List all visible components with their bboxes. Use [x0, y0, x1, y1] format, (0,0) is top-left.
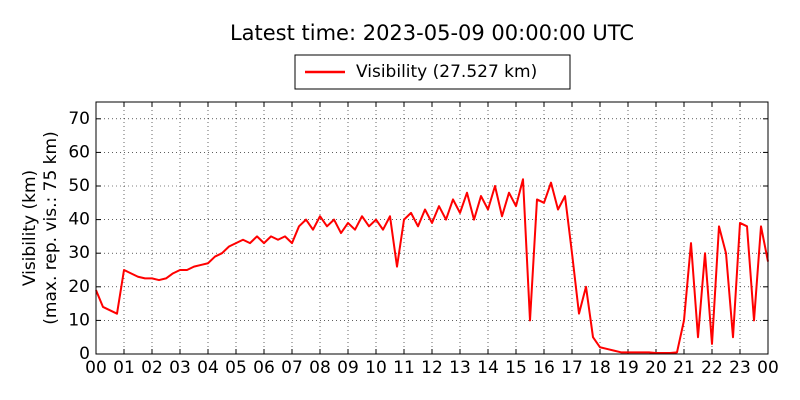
y-axis-label: (max. rep. vis.: 75 km) — [41, 131, 61, 324]
legend-label: Visibility (27.527 km) — [356, 62, 537, 82]
x-tick-label: 03 — [169, 358, 191, 378]
x-tick-label: 05 — [225, 358, 247, 378]
x-tick-label: 11 — [393, 358, 415, 378]
x-tick-label: 16 — [533, 358, 555, 378]
x-tick-label: 15 — [505, 358, 527, 378]
x-tick-label: 01 — [113, 358, 135, 378]
data-line — [95, 178, 769, 354]
x-tick-label: 12 — [421, 358, 443, 378]
y-tick-label: 60 — [68, 142, 90, 162]
y-axis-label: Visibility (km) — [20, 170, 40, 286]
y-tick-label: 20 — [68, 277, 90, 297]
x-tick-label: 04 — [197, 358, 219, 378]
x-tick-label: 14 — [477, 358, 499, 378]
x-tick-label: 00 — [85, 358, 107, 378]
x-tick-label: 22 — [701, 358, 723, 378]
x-tick-label: 09 — [337, 358, 359, 378]
x-tick-label: 07 — [281, 358, 303, 378]
x-tick-label: 20 — [645, 358, 667, 378]
x-tick-label: 10 — [365, 358, 387, 378]
y-tick-label: 0 — [79, 344, 90, 364]
x-tick-label: 13 — [449, 358, 471, 378]
x-tick-label: 19 — [617, 358, 639, 378]
x-tick-label: 06 — [253, 358, 275, 378]
plot-frame — [95, 101, 769, 355]
y-tick-label: 70 — [68, 109, 90, 129]
x-tick-label: 02 — [141, 358, 163, 378]
x-tick-label: 23 — [729, 358, 751, 378]
y-tick-label: 10 — [68, 310, 90, 330]
y-tick-label: 50 — [68, 176, 90, 196]
x-tick-label: 00 — [757, 358, 779, 378]
chart-title: Latest time: 2023-05-09 00:00:00 UTC — [230, 21, 634, 45]
x-tick-label: 08 — [309, 358, 331, 378]
x-tick-label: 21 — [673, 358, 695, 378]
x-tick-label: 17 — [561, 358, 583, 378]
legend: Visibility (27.527 km) — [294, 54, 571, 90]
y-tick-label: 40 — [68, 210, 90, 230]
y-tick-label: 30 — [68, 243, 90, 263]
x-tick-label: 18 — [589, 358, 611, 378]
